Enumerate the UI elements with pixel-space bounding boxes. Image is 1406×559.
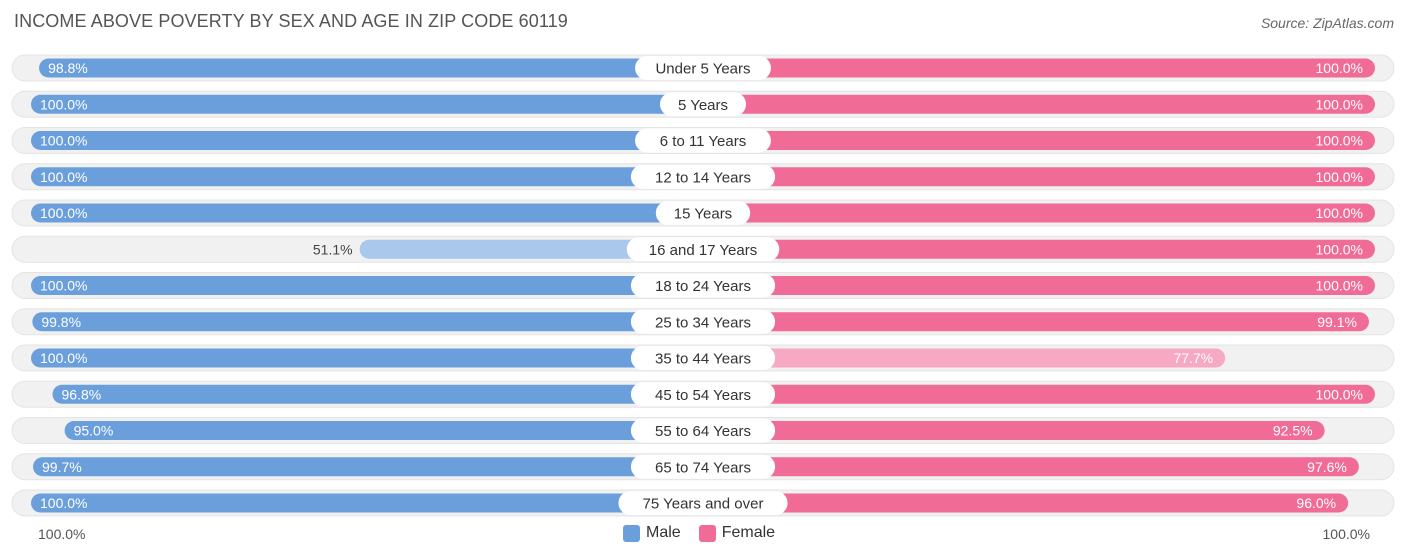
category-pill — [635, 128, 771, 153]
female-value-label: 100.0% — [1316, 278, 1363, 294]
category-label: 6 to 11 Years — [660, 133, 746, 150]
female-bar — [703, 239, 1375, 259]
male-bar — [33, 457, 704, 477]
female-value-label: 100.0% — [1316, 96, 1363, 112]
category-label: 65 to 74 Years — [655, 459, 751, 476]
category-label: 55 to 64 Years — [655, 423, 751, 440]
female-bar — [703, 203, 1375, 223]
female-bar — [703, 348, 1226, 368]
legend-label-female: Female — [721, 524, 776, 541]
male-value-label: 98.8% — [48, 60, 88, 76]
category-label: 75 Years and over — [643, 496, 764, 513]
chart-title: INCOME ABOVE POVERTY BY SEX AND AGE IN Z… — [14, 11, 568, 31]
female-value-label: 77.7% — [1173, 350, 1213, 366]
category-label: 35 to 44 Years — [655, 351, 751, 368]
female-value-label: 100.0% — [1316, 60, 1363, 76]
female-value-label: 100.0% — [1316, 133, 1363, 149]
category-label: 15 Years — [674, 206, 732, 223]
category-pill — [630, 273, 776, 298]
axis-left-label: 100.0% — [38, 526, 86, 542]
female-value-label: 100.0% — [1316, 241, 1363, 257]
female-bar — [703, 457, 1359, 477]
female-value-label: 97.6% — [1307, 459, 1347, 475]
legend-swatch-male — [623, 524, 640, 542]
female-bar — [703, 276, 1375, 295]
female-value-label: 100.0% — [1316, 205, 1363, 221]
female-value-label: 100.0% — [1316, 386, 1363, 402]
male-bar — [31, 276, 703, 295]
category-pill — [655, 201, 751, 225]
legend: Male Female — [623, 524, 793, 542]
category-label: 12 to 14 Years — [655, 169, 751, 186]
category-pill — [630, 454, 776, 479]
female-bar — [703, 312, 1369, 332]
axis-right-label: 100.0% — [1322, 526, 1370, 542]
male-value-label: 100.0% — [40, 350, 87, 366]
legend-label-male: Male — [646, 524, 681, 541]
male-value-label: 95.0% — [74, 423, 114, 439]
female-value-label: 99.1% — [1317, 314, 1357, 330]
male-bar — [39, 58, 703, 78]
legend-swatch-female — [698, 524, 716, 542]
male-bar — [31, 203, 703, 223]
male-value-label: 96.8% — [62, 386, 102, 402]
category-pill — [630, 418, 776, 443]
category-pill — [635, 56, 771, 80]
male-bar — [31, 131, 703, 150]
legend-item-female: Female — [698, 524, 776, 542]
female-bar — [703, 421, 1325, 440]
bar-chart: 98.8% 100.0% Under 5 Years 100.0% 100.0% 5 Ye… — [11, 54, 1395, 517]
male-bar — [31, 94, 703, 114]
category-label: 5 Years — [678, 97, 728, 114]
category-label: 16 and 17 Years — [649, 242, 757, 259]
category-pill — [618, 491, 788, 515]
male-value-label: 51.1% — [313, 241, 353, 257]
category-pill — [630, 382, 776, 407]
male-value-label: 100.0% — [40, 133, 87, 149]
male-bar — [64, 421, 704, 440]
female-bar — [703, 131, 1375, 150]
source-note: Source: ZipAtlas.com — [1260, 15, 1394, 31]
female-bar — [703, 94, 1375, 114]
category-pill — [626, 237, 780, 262]
category-pill — [659, 92, 747, 117]
category-pill — [630, 346, 776, 370]
female-bar — [703, 58, 1375, 78]
category-label: 18 to 24 Years — [655, 278, 751, 295]
category-label: 45 to 54 Years — [655, 387, 751, 404]
male-bar — [32, 312, 704, 332]
female-bar — [703, 493, 1349, 513]
male-value-label: 100.0% — [40, 169, 87, 185]
male-bar — [31, 493, 703, 513]
female-bar — [703, 384, 1375, 404]
male-value-label: 99.8% — [41, 314, 81, 330]
male-bar — [359, 239, 703, 259]
legend-item-male: Male — [623, 524, 681, 542]
male-value-label: 100.0% — [40, 96, 87, 112]
male-bar — [31, 348, 703, 368]
female-bar — [703, 167, 1375, 187]
female-value-label: 100.0% — [1316, 169, 1363, 185]
female-value-label: 96.0% — [1296, 495, 1336, 511]
male-value-label: 99.7% — [42, 459, 82, 475]
male-value-label: 100.0% — [40, 495, 87, 511]
male-value-label: 100.0% — [40, 278, 87, 294]
category-label: Under 5 Years — [655, 61, 750, 78]
female-value-label: 92.5% — [1273, 423, 1313, 439]
male-bar — [52, 384, 703, 404]
category-pill — [630, 164, 776, 189]
male-bar — [31, 167, 703, 187]
male-value-label: 100.0% — [40, 205, 87, 221]
category-label: 25 to 34 Years — [655, 314, 751, 331]
category-pill — [630, 309, 776, 334]
